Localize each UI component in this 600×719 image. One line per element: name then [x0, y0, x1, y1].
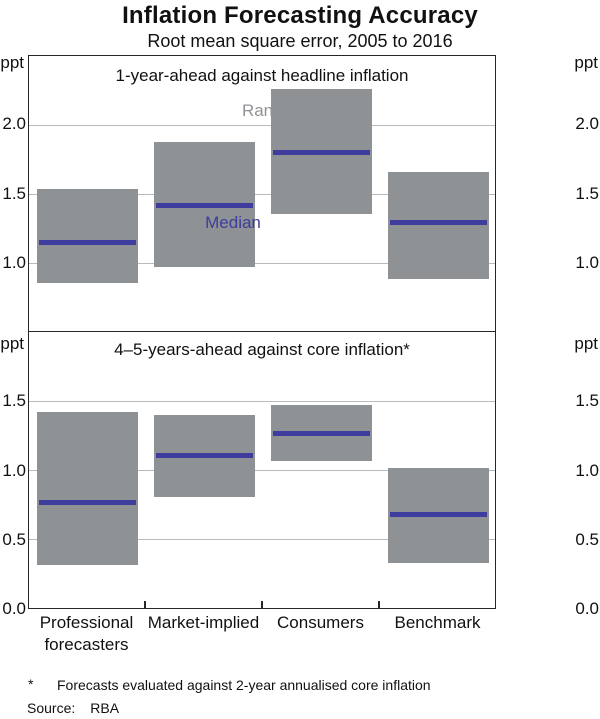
footnote-marker: * — [28, 676, 34, 692]
category-label: Professional forecasters — [39, 613, 134, 654]
gridline — [29, 263, 495, 265]
y-tick-label-left: 1.0 — [2, 460, 26, 480]
y-tick-label-left: 1.0 — [2, 252, 26, 272]
source-value: RBA — [90, 700, 120, 716]
median-line — [156, 203, 253, 209]
median-line — [156, 452, 253, 458]
category-label: Consumers — [277, 613, 364, 632]
gridline — [29, 194, 495, 195]
panel-top-title: 1-year-ahead against headline inflation — [115, 66, 409, 85]
panel-top — [28, 55, 496, 332]
source-label: Source: — [27, 700, 76, 716]
annotation-median: Median — [205, 213, 261, 232]
y-tick-label-right: 0.5 — [575, 529, 599, 549]
range-bar — [37, 412, 138, 565]
y-tick-label-right: 1.0 — [575, 460, 599, 480]
y-tick-label-left: 2.0 — [2, 114, 26, 134]
median-line — [390, 219, 487, 225]
y-tick-label-left: 0.5 — [2, 529, 26, 549]
gridline — [29, 124, 495, 126]
source-line: Source: RBA — [27, 700, 587, 716]
gridline — [29, 470, 495, 471]
x-axis-tick — [144, 601, 146, 608]
footnote-text: Forecasts evaluated against 2-year annua… — [57, 677, 431, 693]
y-tick-label-left: 1.5 — [2, 183, 26, 203]
chart-title: Inflation Forecasting Accuracy — [122, 2, 478, 29]
median-line — [39, 240, 136, 246]
range-bar — [37, 188, 138, 284]
y-tick-label-left: 1.5 — [2, 391, 26, 411]
range-bar — [388, 172, 489, 279]
y-tick-label-right: 0.0 — [575, 599, 599, 618]
chart-subtitle: Root mean square error, 2005 to 2016 — [147, 31, 453, 51]
unit-label-top-right: ppt — [574, 53, 598, 72]
category-label: Market-implied — [147, 613, 260, 632]
gridline — [29, 539, 495, 541]
unit-label-top-left: ppt — [0, 53, 24, 72]
x-axis-tick — [261, 601, 263, 608]
annotation-range: Range — [241, 101, 293, 120]
panel-bottom-title: 4–5-years-ahead against core inflation* — [114, 340, 410, 359]
y-tick-label-left: 0.0 — [2, 599, 26, 618]
median-line — [390, 512, 487, 518]
median-line — [39, 499, 136, 505]
panel-bottom — [28, 332, 496, 609]
median-line — [273, 150, 370, 156]
unit-label-bottom-right: ppt — [574, 334, 598, 353]
median-line — [273, 430, 370, 436]
y-tick-label-right: 2.0 — [575, 114, 599, 134]
category-label: Benchmark — [394, 613, 481, 632]
gridline — [29, 400, 495, 402]
x-axis-tick — [378, 601, 380, 608]
y-tick-label-right: 1.5 — [575, 183, 599, 203]
y-tick-label-right: 1.0 — [575, 252, 599, 272]
y-tick-label-right: 1.5 — [575, 391, 599, 411]
unit-label-bottom-left: ppt — [0, 334, 24, 353]
